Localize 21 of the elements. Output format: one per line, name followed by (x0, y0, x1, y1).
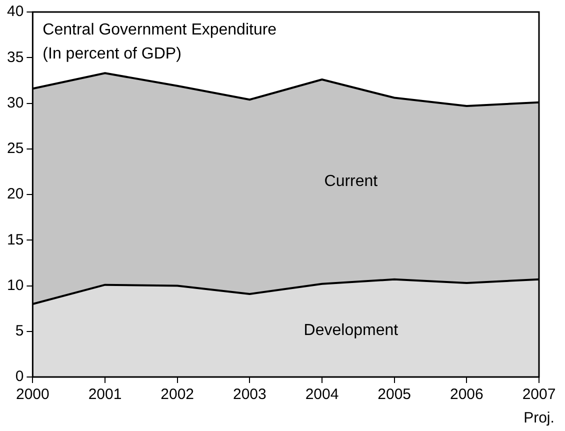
series-label: Current (324, 173, 378, 190)
text: Proj. (524, 410, 554, 427)
y-tick-label: 15 (6, 231, 24, 248)
y-tick-label: 40 (6, 3, 24, 20)
x-tick-label: 2005 (378, 386, 412, 404)
x-tick-label: 2007 (522, 386, 556, 404)
y-tick-label: 30 (6, 94, 24, 112)
x-tick-label: 2000 (16, 386, 50, 404)
y-tick-label: 25 (6, 140, 24, 158)
text: Central Government Expenditure (In percent of GDP) (42, 21, 277, 62)
x-tick-label: 2003 (232, 386, 266, 404)
x-tick-label: 2002 (160, 386, 194, 404)
x-tick-label: 2006 (450, 386, 484, 404)
y-tick-label: 5 (15, 322, 24, 340)
y-tick-label: 0 (15, 368, 24, 386)
x-tick-label: 2004 (305, 386, 339, 404)
y-tick-label: 10 (6, 276, 24, 294)
y-tick-label: 20 (6, 186, 24, 203)
series-label: Development (304, 322, 399, 339)
y-tick-label: 35 (6, 48, 24, 66)
x-tick-label: 2001 (88, 386, 122, 404)
